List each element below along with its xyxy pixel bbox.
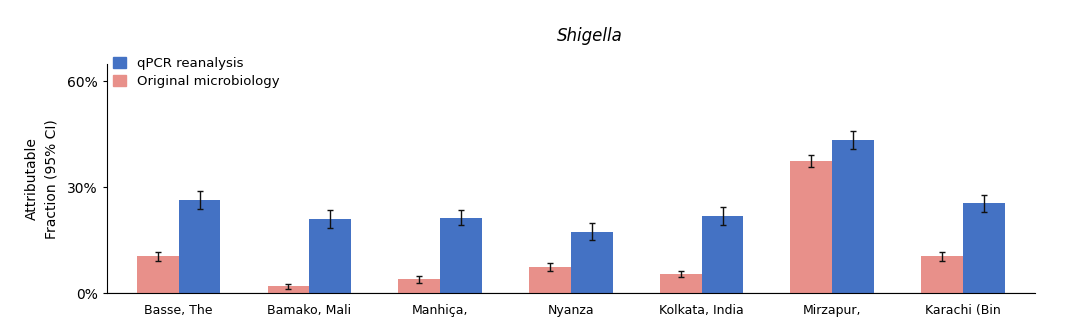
Y-axis label: Attributable
Fraction (95% CI): Attributable Fraction (95% CI) xyxy=(26,119,59,239)
Bar xyxy=(398,279,440,293)
Legend: qPCR reanalysis, Original microbiology: qPCR reanalysis, Original microbiology xyxy=(113,56,280,88)
Bar xyxy=(571,232,612,293)
Text: Shigella: Shigella xyxy=(557,27,622,45)
Bar xyxy=(309,219,351,293)
Bar xyxy=(440,218,482,293)
Bar xyxy=(137,256,178,293)
Bar xyxy=(268,286,309,293)
Bar xyxy=(964,204,1005,293)
Bar xyxy=(791,161,832,293)
Bar xyxy=(529,267,571,293)
Bar xyxy=(702,216,744,293)
Bar xyxy=(832,140,874,293)
Bar xyxy=(178,200,221,293)
Bar xyxy=(921,256,964,293)
Bar xyxy=(659,274,702,293)
